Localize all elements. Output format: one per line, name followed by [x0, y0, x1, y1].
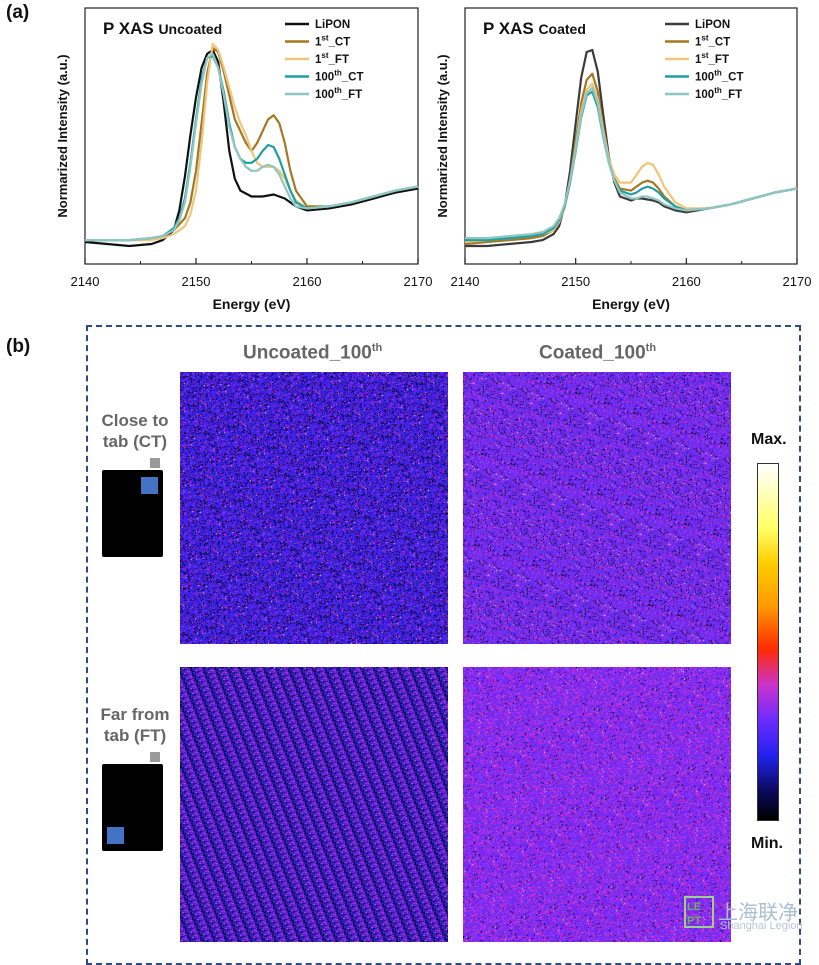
row-label-ct: Close to tab (CT) [101, 411, 169, 451]
legend-entry-sup: th [334, 86, 342, 95]
legend-entry: 100th_FT [315, 86, 362, 101]
x-tick-label: 2160 [293, 274, 322, 289]
x-tick-label: 2170 [404, 274, 433, 289]
colorbar [757, 463, 779, 821]
legend-entry: 100th_FT [695, 86, 742, 101]
legend-entry: 1st_FT [695, 51, 729, 66]
legend-entry: 1st_FT [315, 51, 349, 66]
y-axis-label: Normarized Intensity (a.u.) [435, 54, 450, 217]
series-line [465, 48, 798, 248]
map-uncoated-ft [180, 667, 448, 942]
cell-tab-icon [150, 458, 160, 468]
legend-entry-text: 100 [695, 89, 714, 101]
legend-entry: 1st_CT [315, 34, 350, 49]
chart-title: P XAS Coated [483, 19, 586, 38]
legend-entry: 100th_CT [695, 69, 743, 84]
y-axis-label: Normarized Intensity (a.u.) [55, 54, 70, 217]
x-tick-label: 2170 [783, 274, 812, 289]
colorbar-max-label: Max. [751, 431, 787, 448]
x-tick-label: 2140 [451, 274, 480, 289]
map-coated-ct [463, 372, 731, 644]
series-line [465, 86, 798, 240]
legend-entry-text: _FT [328, 54, 349, 66]
legend-entry-sup: st [321, 51, 328, 60]
legend-entry-text: 1 [695, 37, 702, 49]
legend-entry-text: 1 [695, 54, 702, 66]
watermark-logo: LE PT [684, 896, 714, 928]
legend-entry: LiPON [315, 19, 350, 31]
series-line [85, 46, 419, 242]
series-line [84, 48, 419, 248]
legend-entry: LiPON [695, 19, 730, 31]
legend-entry: 1st_CT [695, 34, 730, 49]
legend-entry-sup: st [701, 34, 708, 43]
watermark-subtext: Shanghai Legion [720, 920, 803, 932]
x-tick-label: 2140 [71, 274, 100, 289]
legend-entry-text: 100 [315, 72, 334, 84]
legend-entry-sup: th [714, 86, 722, 95]
legend-entry-sup: th [334, 69, 342, 78]
x-axis-label: Energy (eV) [213, 296, 291, 312]
panel-a-label: (a) [6, 2, 30, 23]
measurement-spot-icon [107, 827, 124, 844]
legend-entry-text: _CT [721, 72, 744, 84]
chart-subtitle: Coated [538, 21, 585, 37]
legend-entry-text: _FT [708, 54, 729, 66]
legend-entry-sup: th [714, 69, 722, 78]
x-axis-label: Energy (eV) [592, 296, 670, 312]
row-label-ft: Far from tab (FT) [100, 705, 170, 745]
legend-entry-text: 1 [315, 54, 322, 66]
svg-text:PT: PT [687, 915, 701, 927]
legend-entry-text: 100 [315, 89, 334, 101]
watermark-text: 上海联净 [718, 902, 798, 924]
chart-subtitle: Uncoated [158, 21, 222, 37]
cell-tab-icon [150, 752, 160, 762]
legend-entry-text: _CT [328, 37, 351, 49]
series-line [85, 52, 419, 242]
legend-entry-text: _CT [341, 72, 364, 84]
legend-entry-text: 1 [315, 37, 322, 49]
legend-entry-sup: st [321, 34, 328, 43]
panel-b-label: (b) [6, 336, 31, 357]
plot-frame [464, 7, 798, 265]
cell-schematic-ft [102, 752, 163, 851]
series-line [464, 82, 798, 244]
xas-coated-chart: 2140 2150 2160 2170 Energy (eV) Normarized In… [435, 7, 812, 312]
colorbar-min-label: Min. [751, 835, 783, 852]
legend-entry-text: _FT [341, 89, 362, 101]
x-tick-label: 2150 [561, 274, 590, 289]
legend-entry-sup: st [701, 51, 708, 60]
xas-uncoated-chart: 2140 2150 2160 2170 Energy (eV) Normarized In… [55, 7, 433, 312]
series-line [464, 72, 798, 246]
measurement-spot-icon [141, 477, 158, 494]
x-tick-label: 2150 [182, 274, 211, 289]
legend-entry-text: _CT [708, 37, 731, 49]
map-title-coated: Coated_100th [539, 342, 657, 364]
legend-entry: 100th_CT [315, 69, 363, 84]
legend-entry-text: 100 [695, 72, 714, 84]
chart-title: P XAS Uncoated [103, 19, 222, 38]
map-uncoated-ct [180, 372, 448, 644]
legend-entry-text: _FT [721, 89, 742, 101]
x-tick-label: 2160 [672, 274, 701, 289]
cell-schematic-ct [102, 458, 163, 557]
series-line [465, 90, 798, 242]
map-title-uncoated: Uncoated_100th [243, 342, 383, 364]
svg-text:LE: LE [687, 901, 701, 913]
